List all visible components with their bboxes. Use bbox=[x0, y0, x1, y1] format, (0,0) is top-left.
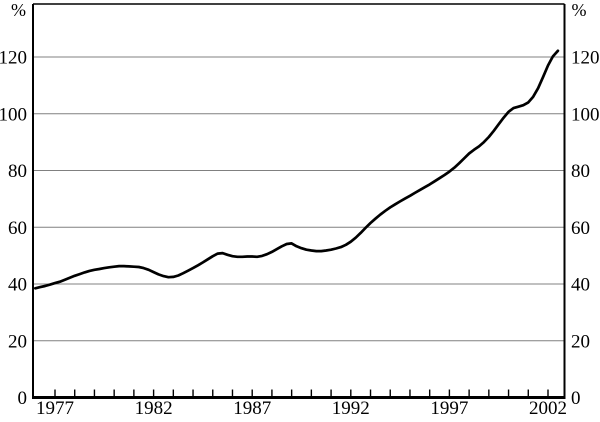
y-tick-label-right: 40 bbox=[571, 275, 590, 296]
y-tick-label-right: 80 bbox=[571, 161, 590, 182]
percent-ratio-line bbox=[33, 49, 560, 290]
x-tick-label: 1987 bbox=[233, 398, 271, 417]
y-tick-label-left: 120 bbox=[0, 48, 27, 69]
y-tick-label-right: 60 bbox=[571, 218, 590, 239]
y-tick-label-right: 120 bbox=[571, 48, 600, 69]
y-tick-label-left: 100 bbox=[0, 104, 27, 125]
y-unit-label-right: % bbox=[572, 0, 587, 20]
y-tick-label-right: 100 bbox=[571, 104, 600, 125]
y-tick-label-left: 0 bbox=[18, 388, 28, 409]
x-tick-label: 1982 bbox=[135, 398, 173, 417]
y-unit-label-left: % bbox=[11, 0, 26, 20]
y-tick-label-left: 60 bbox=[8, 218, 27, 239]
x-tick-label: 2002 bbox=[529, 398, 567, 417]
y-tick-label-left: 40 bbox=[8, 275, 27, 296]
y-tick-label-right: 20 bbox=[571, 331, 590, 352]
x-tick-label: 1977 bbox=[36, 398, 74, 417]
y-tick-label-left: 20 bbox=[8, 331, 27, 352]
y-tick-label-left: 80 bbox=[8, 161, 27, 182]
y-tick-label-right: 0 bbox=[571, 388, 581, 409]
x-tick-label: 1992 bbox=[332, 398, 370, 417]
x-tick-label: 1997 bbox=[430, 398, 468, 417]
